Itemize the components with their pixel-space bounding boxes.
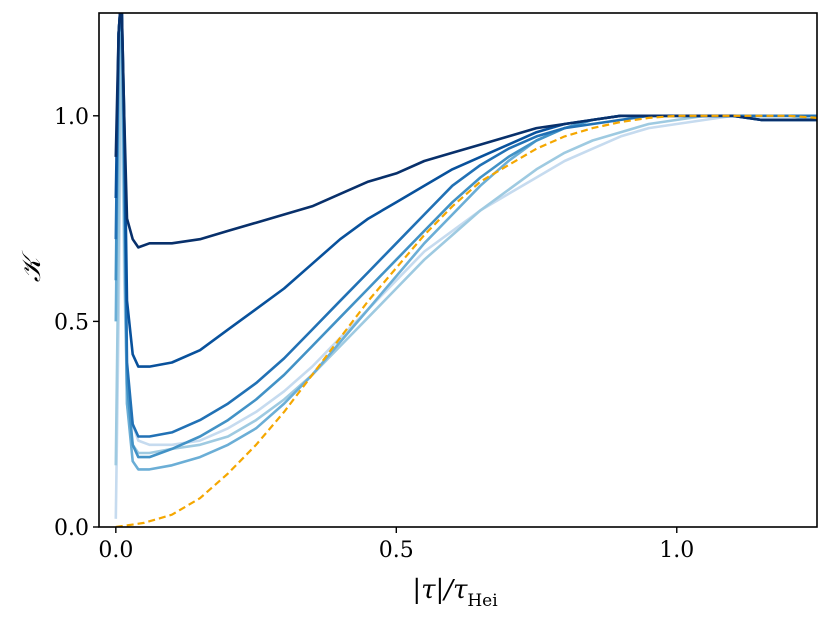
series-layer (114, 13, 817, 527)
y-tick-label: 1.0 (54, 105, 89, 130)
series-line-series-1 (114, 32, 817, 519)
x-axis-label-subscript: Hei (467, 591, 498, 611)
y-tick-label: 0.0 (54, 516, 89, 541)
y-axis-label: 𝒦 (17, 250, 47, 282)
series-line-series-6 (114, 13, 817, 368)
plot-frame (98, 12, 818, 528)
series-line-series-5 (114, 13, 817, 438)
tick-layer: 0.0 0.5 1.0 0.0 0.5 1.0 (54, 105, 694, 563)
x-axis-label: |τ|/τHei (412, 575, 498, 611)
series-line-series-3 (114, 13, 817, 471)
x-axis-label-main: |τ|/τ (412, 575, 468, 605)
x-tick-label: 0.0 (98, 538, 133, 563)
x-tick-label: 0.5 (379, 538, 414, 563)
series-line-reference (115, 114, 817, 527)
series-line-series-4 (114, 13, 817, 459)
y-tick-label: 0.5 (54, 310, 89, 335)
series-line-series-7 (114, 13, 817, 249)
x-tick-label: 1.0 (659, 538, 694, 563)
